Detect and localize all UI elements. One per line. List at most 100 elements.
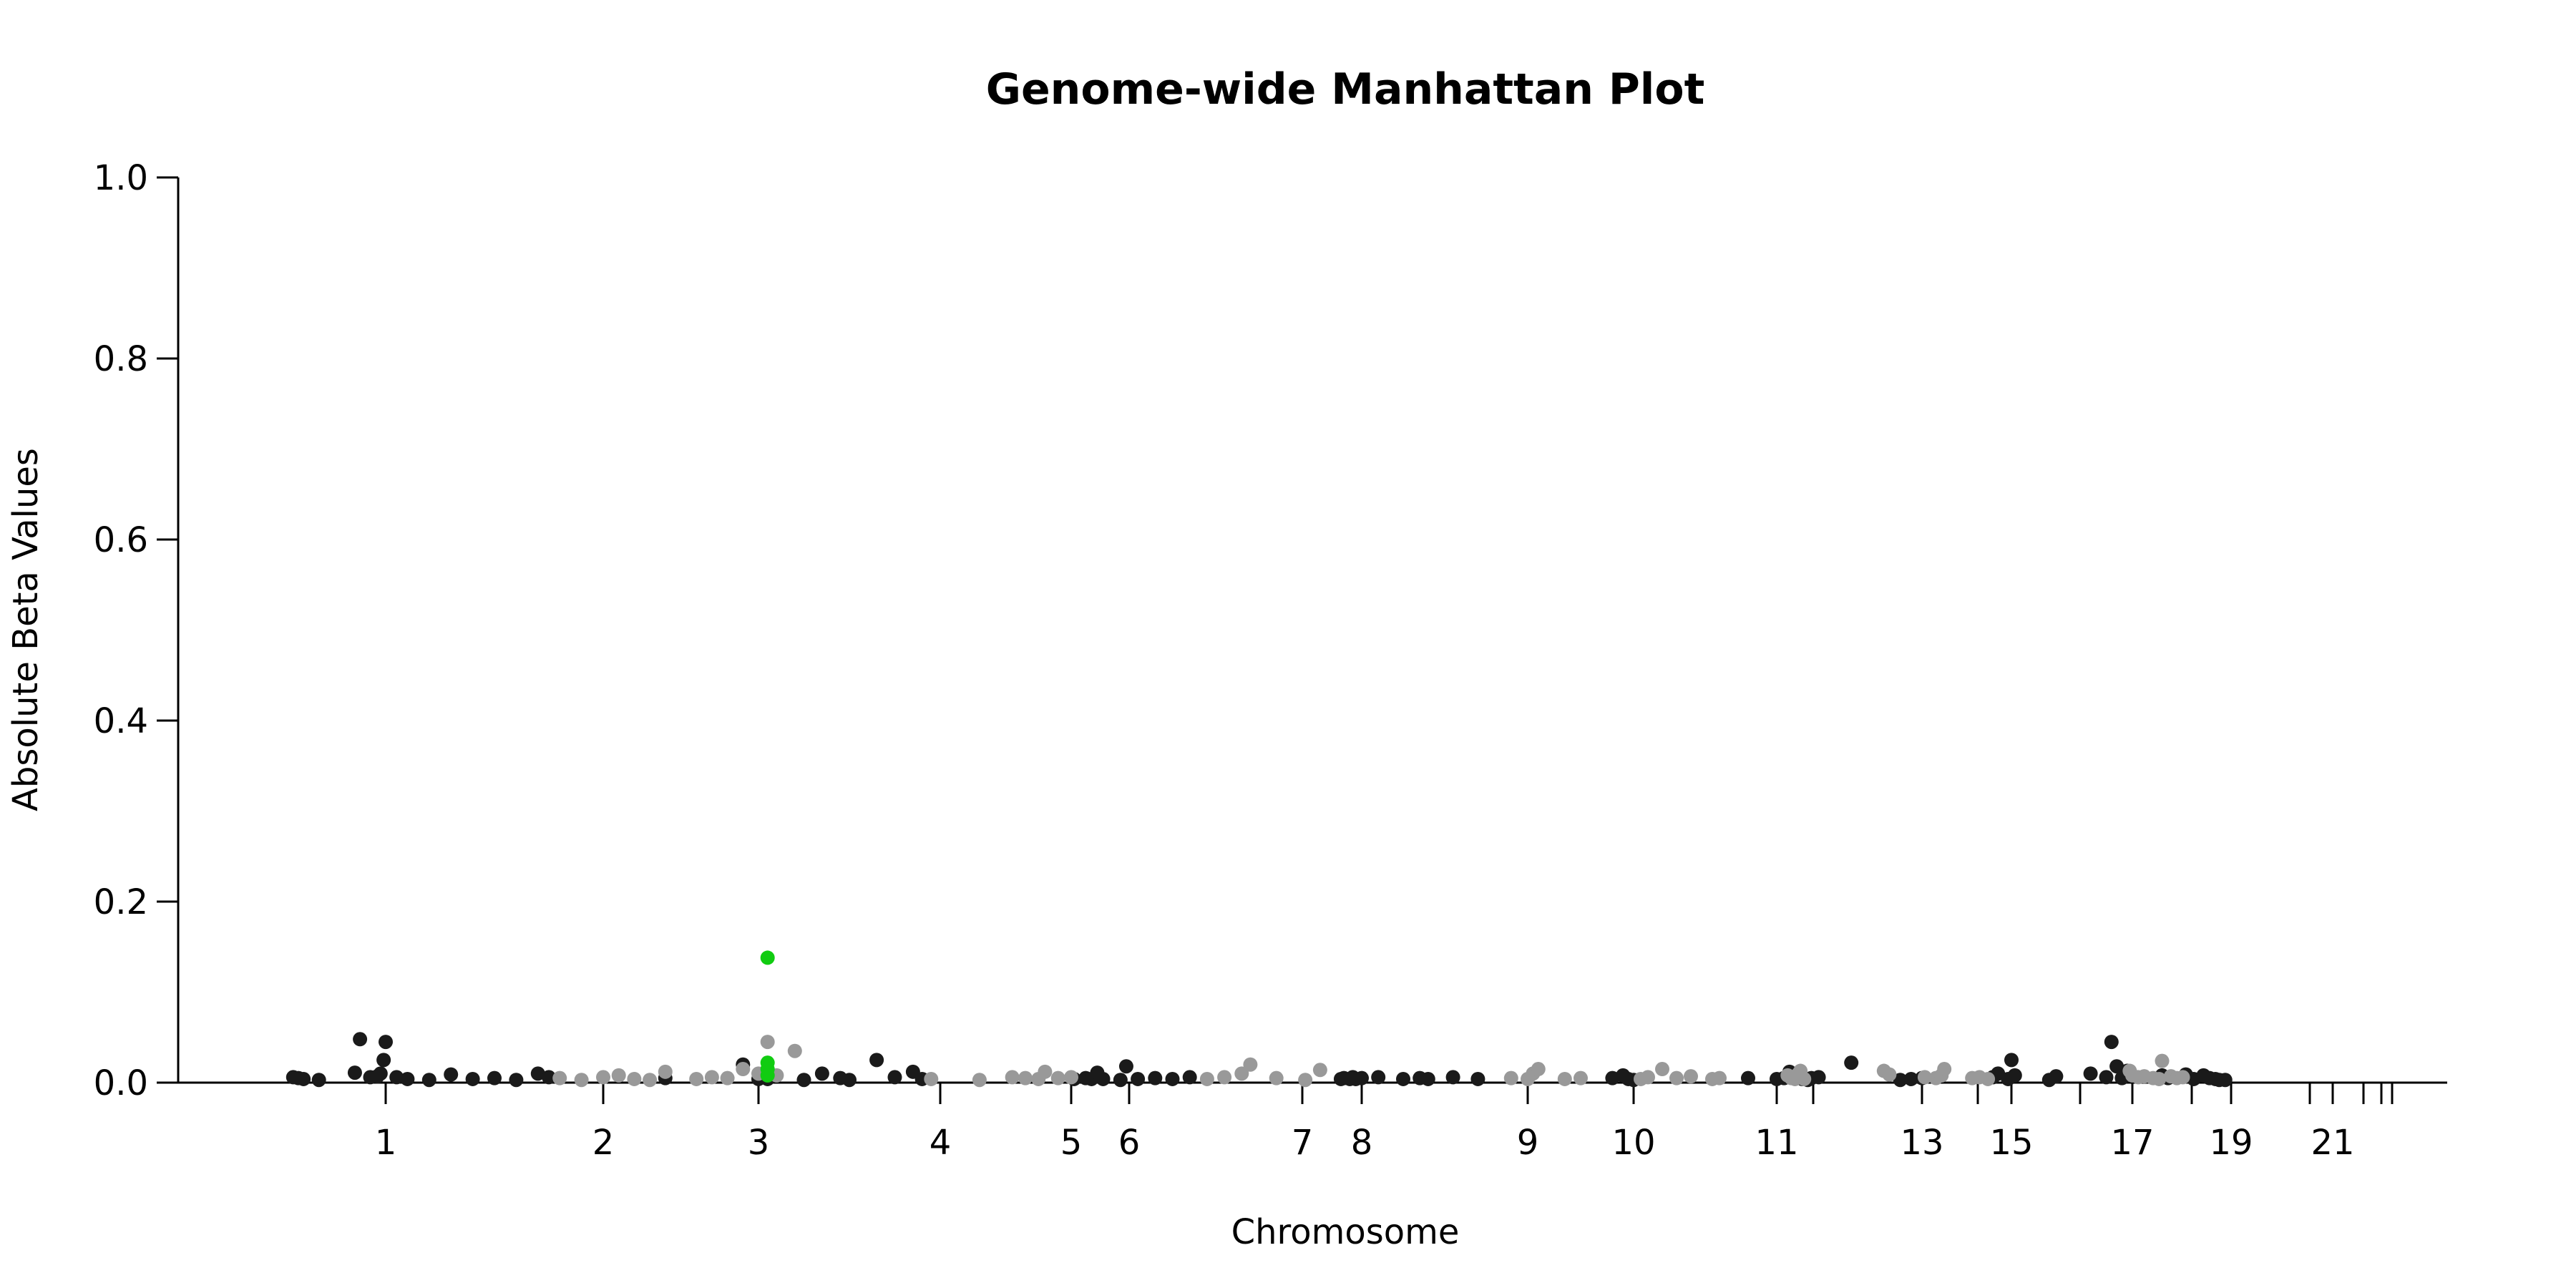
data-point xyxy=(1420,1071,1435,1086)
data-point xyxy=(1269,1070,1284,1085)
data-point xyxy=(2004,1053,2019,1068)
data-point xyxy=(1018,1070,1033,1085)
highlight-point xyxy=(760,950,775,965)
data-point xyxy=(842,1073,857,1088)
data-point xyxy=(1445,1070,1460,1085)
x-tick-label: 6 xyxy=(1118,1123,1141,1163)
data-point xyxy=(924,1071,939,1086)
x-tick-label: 11 xyxy=(1755,1123,1798,1163)
data-point xyxy=(704,1070,719,1085)
data-point xyxy=(2049,1069,2064,1084)
data-point xyxy=(530,1066,545,1081)
data-point xyxy=(1557,1071,1572,1086)
data-point xyxy=(1937,1062,1952,1077)
data-point xyxy=(1669,1070,1684,1085)
x-tick-label: 17 xyxy=(2110,1123,2154,1163)
y-tick-label: 1.0 xyxy=(94,158,148,198)
data-point xyxy=(1312,1063,1327,1078)
x-tick-label: 8 xyxy=(1351,1123,1373,1163)
data-point xyxy=(1811,1070,1826,1085)
data-point xyxy=(1503,1070,1518,1085)
data-point xyxy=(814,1066,829,1081)
data-point xyxy=(689,1071,704,1086)
data-point xyxy=(736,1062,751,1077)
data-points xyxy=(286,950,2233,1088)
data-point xyxy=(296,1071,311,1086)
data-point xyxy=(1118,1059,1133,1074)
data-point xyxy=(1396,1071,1410,1086)
x-tick-label: 13 xyxy=(1900,1123,1943,1163)
data-point xyxy=(760,1035,775,1050)
data-point xyxy=(627,1071,642,1086)
x-tick-label: 15 xyxy=(1989,1123,2033,1163)
data-point xyxy=(509,1073,524,1088)
data-point xyxy=(1217,1070,1232,1085)
data-point xyxy=(1165,1071,1180,1086)
data-point xyxy=(720,1070,735,1085)
data-point xyxy=(1199,1071,1214,1086)
data-point xyxy=(1131,1071,1146,1086)
y-axis-label: Absolute Beta Values xyxy=(6,448,46,811)
data-point xyxy=(1712,1070,1727,1085)
data-point xyxy=(1531,1062,1546,1077)
data-point xyxy=(574,1073,589,1088)
data-point xyxy=(400,1071,415,1086)
x-tick-label: 21 xyxy=(2311,1123,2354,1163)
chart-title: Genome-wide Manhattan Plot xyxy=(986,64,1705,114)
data-point xyxy=(887,1070,902,1085)
data-point xyxy=(643,1073,658,1088)
data-point xyxy=(2099,1070,2114,1085)
y-tick-label: 0.4 xyxy=(94,701,148,741)
data-point xyxy=(311,1073,326,1088)
x-tick-label: 9 xyxy=(1517,1123,1539,1163)
data-point xyxy=(444,1067,459,1082)
data-point xyxy=(465,1071,480,1086)
data-point xyxy=(1882,1067,1897,1082)
axes: 0.00.20.40.60.81.01 2 3 4 5 6 7 8 9 10 11 13 15 17 19 2… xyxy=(94,158,2447,1163)
data-point xyxy=(1844,1055,1859,1070)
data-point xyxy=(2175,1070,2190,1085)
data-point xyxy=(353,1032,368,1047)
data-point xyxy=(787,1043,802,1058)
data-point xyxy=(2155,1053,2170,1068)
data-point xyxy=(542,1070,556,1085)
y-tick-label: 0.2 xyxy=(94,882,148,922)
data-point xyxy=(1005,1070,1020,1085)
data-point xyxy=(1903,1071,1918,1086)
data-point xyxy=(1371,1070,1386,1085)
x-axis-label: Chromosome xyxy=(1231,1212,1460,1252)
x-tick-label: 10 xyxy=(1611,1123,1655,1163)
x-tick-label: 7 xyxy=(1292,1123,1314,1163)
data-point xyxy=(379,1035,393,1050)
data-point xyxy=(487,1070,502,1085)
data-point xyxy=(1741,1070,1755,1085)
data-point xyxy=(2007,1068,2022,1083)
data-point xyxy=(389,1070,404,1085)
data-point xyxy=(1641,1070,1655,1085)
y-tick-label: 0.8 xyxy=(94,339,148,379)
x-tick-label: 1 xyxy=(375,1123,397,1163)
data-point xyxy=(1064,1070,1078,1085)
data-point xyxy=(611,1068,626,1083)
data-point xyxy=(869,1053,884,1068)
data-point xyxy=(1574,1070,1588,1085)
data-point xyxy=(1684,1069,1698,1084)
highlight-point xyxy=(760,1068,775,1083)
data-point xyxy=(658,1064,673,1079)
x-tick-label: 4 xyxy=(930,1123,952,1163)
data-point xyxy=(1182,1070,1197,1085)
data-point xyxy=(2218,1073,2233,1088)
data-point xyxy=(1893,1073,1908,1088)
data-point xyxy=(1917,1070,1932,1085)
data-point xyxy=(373,1066,388,1081)
data-point xyxy=(1655,1062,1669,1077)
data-point xyxy=(1096,1071,1111,1086)
data-point xyxy=(2152,1071,2167,1086)
data-point xyxy=(972,1073,987,1088)
data-point xyxy=(1298,1073,1313,1088)
data-point xyxy=(347,1065,362,1080)
data-point xyxy=(1234,1066,1249,1081)
data-point xyxy=(421,1073,436,1088)
data-point xyxy=(1050,1070,1065,1085)
data-point xyxy=(2083,1066,2098,1081)
